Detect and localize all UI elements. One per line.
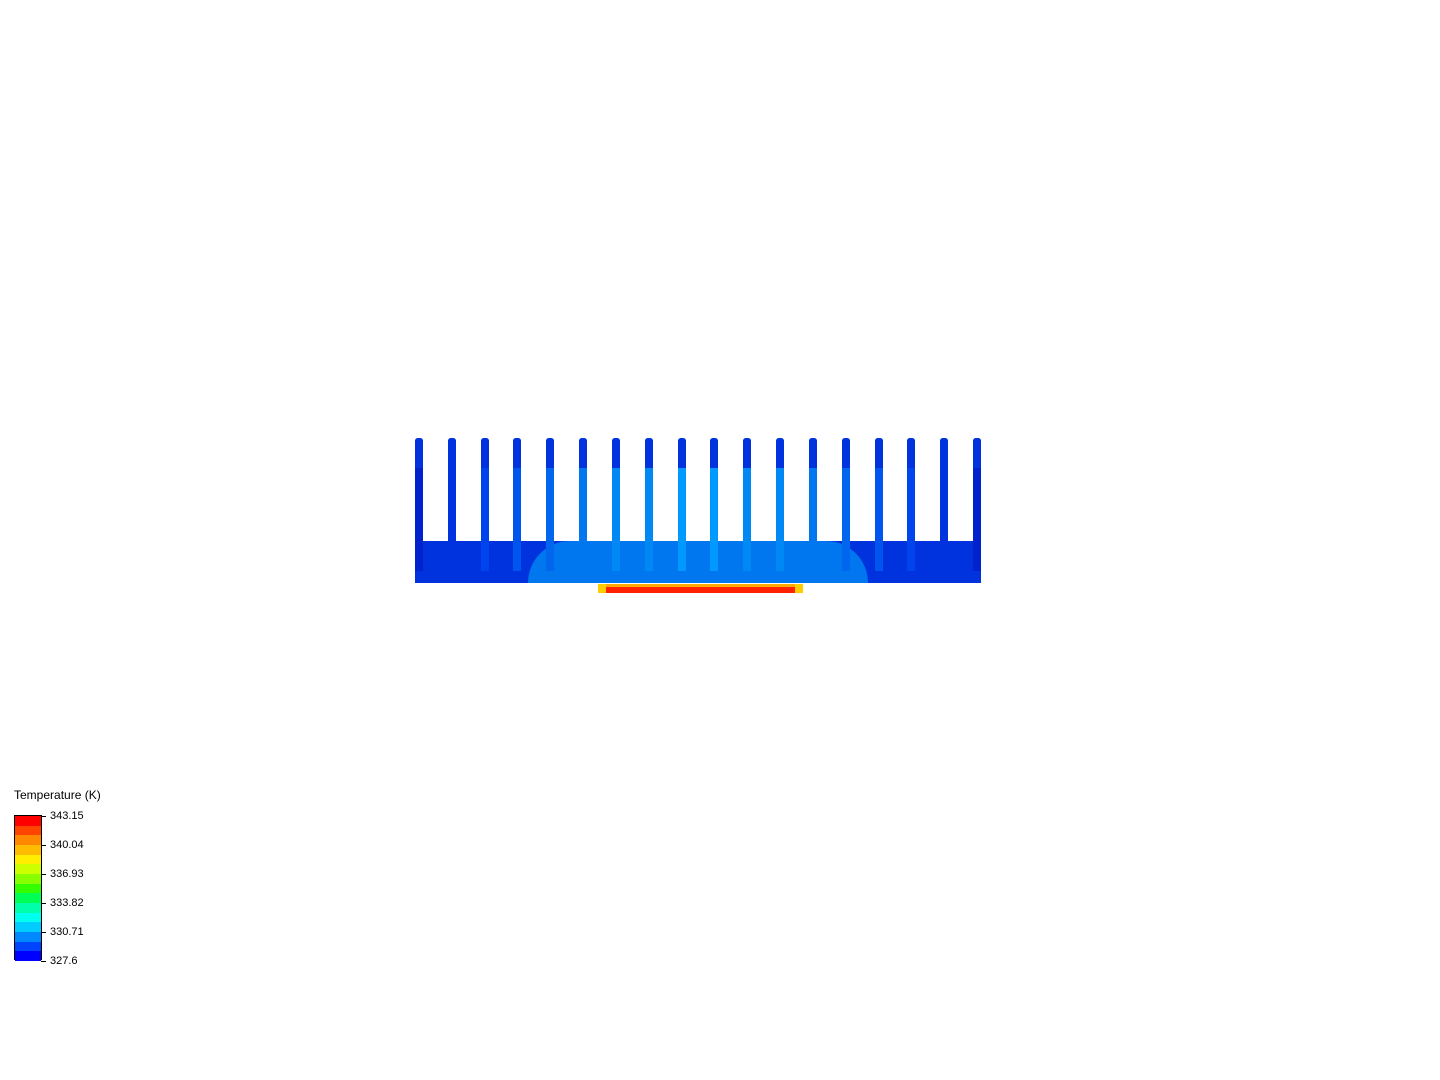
heatsink-fin-tip xyxy=(579,438,587,468)
heatsink-fin-tip xyxy=(645,438,653,468)
simulation-canvas: { "canvas": { "width": 1440, "height": 1… xyxy=(0,0,1440,1080)
heatsink-fin-tip xyxy=(448,438,456,468)
heatsink-fin-tip xyxy=(973,438,981,468)
heatsink-fin-tip xyxy=(513,438,521,468)
heatsink-fin-tip xyxy=(415,438,423,468)
heatsink-fin-tip xyxy=(678,438,686,468)
heatsink-diagram xyxy=(0,0,1440,1080)
heatsink-fin-tip xyxy=(842,438,850,468)
heatsink-fin-tip xyxy=(776,438,784,468)
heat-source-edge xyxy=(598,584,606,593)
heat-source-interface xyxy=(598,584,803,587)
heatsink-fin-tip xyxy=(809,438,817,468)
heat-source-edge xyxy=(795,584,803,593)
heatsink-fin-tip xyxy=(743,438,751,468)
heatsink-fin-tip xyxy=(612,438,620,468)
heatsink-fin-tip xyxy=(907,438,915,468)
heatsink-fin-tip xyxy=(940,438,948,468)
heatsink-fin-tip xyxy=(546,438,554,468)
heatsink-fin-tip xyxy=(710,438,718,468)
heatsink-fin-tip xyxy=(481,438,489,468)
heatsink-fin-tip xyxy=(875,438,883,468)
